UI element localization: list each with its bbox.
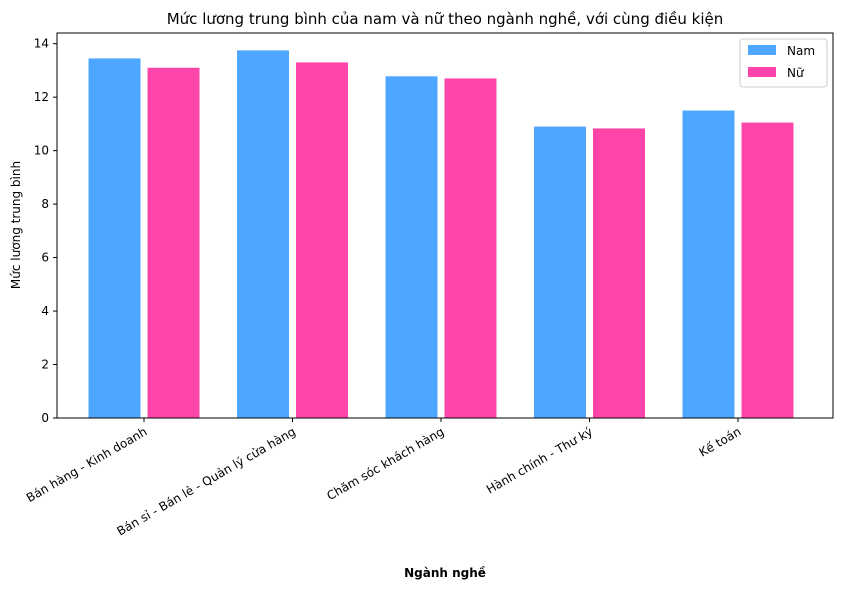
y-tick-label: 8 xyxy=(41,197,49,211)
y-tick-label: 12 xyxy=(34,90,49,104)
bar-nu-3 xyxy=(593,128,645,418)
x-tick-label: Bán sỉ - Bán lẻ - Quản lý cửa hàng xyxy=(114,424,298,538)
legend: Nam Nữ xyxy=(739,38,828,88)
bar-nam-4 xyxy=(682,110,735,418)
bar-nam-0 xyxy=(88,58,141,419)
x-tick-label: Bán hàng - Kinh doanh xyxy=(24,424,150,505)
bar-nu-1 xyxy=(296,62,348,418)
y-tick-label: 4 xyxy=(41,304,49,318)
y-tick-label: 0 xyxy=(41,411,49,425)
bar-nam-2 xyxy=(385,76,438,418)
x-tick-label: Hành chính - Thư ký xyxy=(484,424,595,496)
bars-group xyxy=(88,50,794,419)
bar-nam-3 xyxy=(534,126,586,418)
legend-label-nam: Nam xyxy=(787,44,815,58)
y-tick-label: 2 xyxy=(41,358,49,372)
y-tick-label: 10 xyxy=(34,144,49,158)
y-axis-label: Mức lương trung bình xyxy=(9,161,23,289)
bar-nu-2 xyxy=(444,78,497,418)
legend-swatch-nu xyxy=(748,67,776,77)
plot-frame xyxy=(56,32,834,419)
y-tick-label: 6 xyxy=(41,251,49,265)
bar-nu-4 xyxy=(741,122,794,418)
y-axis: 0 2 4 6 8 10 12 14 xyxy=(34,37,57,425)
x-tick-label: Chăm sóc khách hàng xyxy=(324,424,446,503)
bar-nu-0 xyxy=(147,67,200,418)
x-axis-label: Ngành nghề xyxy=(404,566,486,580)
legend-label-nu: Nữ xyxy=(787,66,805,80)
legend-swatch-nam xyxy=(748,45,776,55)
bar-nam-1 xyxy=(237,50,289,418)
chart-title: Mức lương trung bình của nam và nữ theo … xyxy=(167,10,724,28)
y-tick-label: 14 xyxy=(34,37,49,51)
x-tick-label: Kế toán xyxy=(697,424,744,459)
